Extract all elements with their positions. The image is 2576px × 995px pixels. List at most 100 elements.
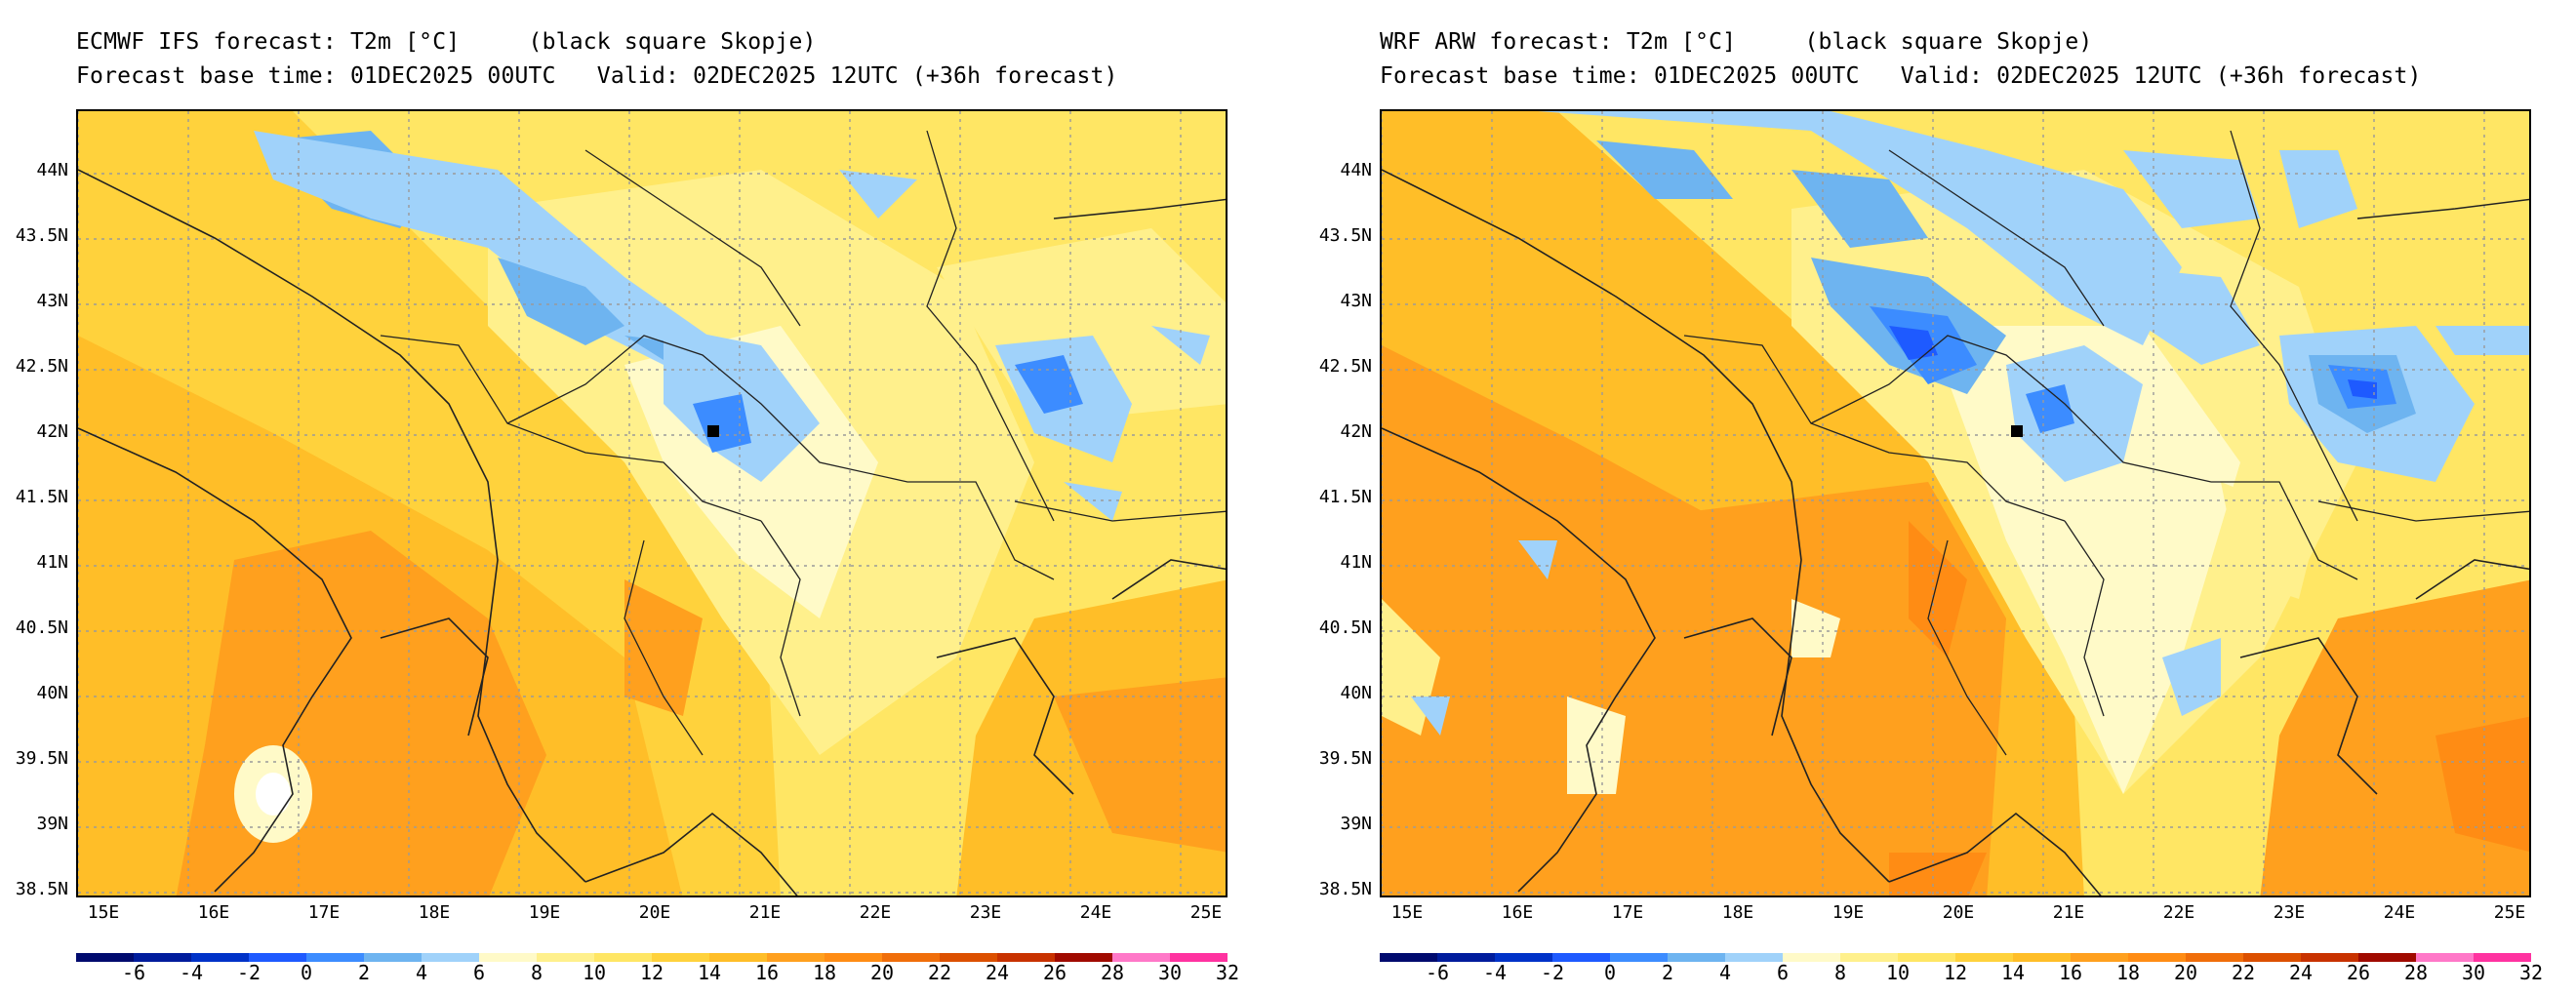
colorbar-segment: [1610, 953, 1668, 962]
lat-tick-label: 43N: [36, 291, 68, 311]
colorbar-segment: [306, 953, 364, 962]
lat-tick-label: 39.5N: [15, 748, 68, 769]
colorbar-label: 12: [639, 961, 664, 984]
lon-tick-label: 16E: [197, 902, 230, 923]
coastline: [1382, 169, 2529, 896]
colorbar-segment: [1898, 953, 1955, 962]
colorbar-segment: [2474, 953, 2531, 962]
colorbar-segment: [1112, 953, 1170, 962]
lon-tick-label: 16E: [1501, 902, 1534, 923]
colorbar-segment: [1495, 953, 1552, 962]
colorbar-segment: [997, 953, 1055, 962]
colorbar-segment: [537, 953, 594, 962]
lon-tick-label: 18E: [1721, 902, 1754, 923]
lat-tick-label: 42.5N: [1318, 356, 1372, 377]
lon-tick-label: 20E: [1942, 902, 1975, 923]
colorbar: [76, 953, 1228, 962]
colorbar-segment: [709, 953, 767, 962]
colorbar-label: 16: [754, 961, 780, 984]
lat-tick-label: 43N: [1340, 291, 1372, 311]
colorbar-label: -2: [1540, 961, 1565, 984]
lon-tick-label: 23E: [969, 902, 1002, 923]
panel-subtitle: Forecast base time: 01DEC2025 00UTC Vali…: [1380, 63, 2422, 89]
colorbar-label: 28: [2403, 961, 2429, 984]
colorbar-label: 2: [357, 961, 371, 984]
panel-subtitle: Forecast base time: 01DEC2025 00UTC Vali…: [76, 63, 1118, 89]
borders: [380, 130, 1226, 756]
colorbar-label: 0: [300, 961, 313, 984]
colorbar-segment: [249, 953, 306, 962]
lon-tick-label: 21E: [748, 902, 782, 923]
colorbar-segment: [2243, 953, 2301, 962]
lon-tick-label: 19E: [528, 902, 561, 923]
colorbar-segment: [364, 953, 422, 962]
lat-tick-label: 42N: [1340, 421, 1372, 442]
lon-tick-label: 21E: [2052, 902, 2085, 923]
colorbar-segment: [882, 953, 940, 962]
lat-tick-label: 40N: [36, 683, 68, 703]
colorbar-label: 6: [472, 961, 486, 984]
colorbar-label: 4: [415, 961, 428, 984]
colorbar-label: 18: [812, 961, 837, 984]
lon-tick-label: 17E: [1611, 902, 1644, 923]
lon-tick-label: 24E: [2383, 902, 2416, 923]
lon-tick-label: 24E: [1079, 902, 1112, 923]
panel-title: ECMWF IFS forecast: T2m [°C] (black squa…: [76, 29, 817, 55]
colorbar-label: 24: [2288, 961, 2314, 984]
lon-tick-label: 22E: [859, 902, 892, 923]
colorbar-segment: [2128, 953, 2186, 962]
lat-tick-label: 41N: [36, 552, 68, 573]
borders: [1683, 130, 2529, 756]
lon-tick-label: 18E: [418, 902, 451, 923]
colorbar-label: 20: [2173, 961, 2198, 984]
colorbar-label: 30: [1157, 961, 1183, 984]
colorbar: [1380, 953, 2531, 962]
colorbar-label: 10: [582, 961, 607, 984]
lat-tick-label: 44N: [36, 160, 68, 180]
skopje-marker[interactable]: [2011, 425, 2023, 437]
lat-tick-label: 39N: [36, 814, 68, 834]
lat-tick-label: 38.5N: [15, 879, 68, 899]
colorbar-segment: [1552, 953, 1610, 962]
colorbar-segment: [2186, 953, 2243, 962]
panel-ecmwf: ECMWF IFS forecast: T2m [°C] (black squa…: [15, 29, 1239, 984]
colorbar-label: 12: [1943, 961, 1968, 984]
lat-tick-label: 41.5N: [15, 487, 68, 507]
colorbar-label: -6: [1425, 961, 1450, 984]
colorbar-segment: [652, 953, 709, 962]
coastline: [78, 169, 1226, 896]
colorbar-label: 8: [1833, 961, 1847, 984]
lon-tick-label: 17E: [307, 902, 341, 923]
colorbar-label: 26: [2346, 961, 2371, 984]
lon-tick-label: 25E: [2493, 902, 2526, 923]
colorbar-label: 22: [2231, 961, 2256, 984]
colorbar-segment: [422, 953, 479, 962]
colorbar-label: 32: [2518, 961, 2544, 984]
skopje-marker[interactable]: [707, 425, 719, 437]
colorbar-label: 6: [1776, 961, 1790, 984]
temperature-map[interactable]: [76, 109, 1228, 897]
lat-tick-label: 43.5N: [15, 225, 68, 246]
temperature-map[interactable]: [1380, 109, 2531, 897]
colorbar-segment: [2071, 953, 2128, 962]
lat-tick-label: 43.5N: [1318, 225, 1372, 246]
colorbar-segment: [1170, 953, 1228, 962]
colorbar-segment: [1055, 953, 1112, 962]
lon-tick-label: 23E: [2273, 902, 2306, 923]
colorbar-label: -4: [179, 961, 204, 984]
lon-tick-label: 15E: [1390, 902, 1424, 923]
colorbar-segment: [76, 953, 134, 962]
colorbar-label: 24: [985, 961, 1010, 984]
colorbar-segment: [2013, 953, 2071, 962]
colorbar-segment: [2416, 953, 2474, 962]
colorbar-segment: [1840, 953, 1898, 962]
lon-tick-label: 15E: [87, 902, 120, 923]
colorbar-segment: [1380, 953, 1437, 962]
temperature-field: [1382, 111, 2529, 896]
lat-tick-label: 41N: [1340, 552, 1372, 573]
lon-tick-label: 19E: [1831, 902, 1865, 923]
lon-tick-label: 20E: [638, 902, 671, 923]
colorbar-segment: [1955, 953, 2013, 962]
colorbar-label: 2: [1661, 961, 1674, 984]
lat-tick-label: 39N: [1340, 814, 1372, 834]
